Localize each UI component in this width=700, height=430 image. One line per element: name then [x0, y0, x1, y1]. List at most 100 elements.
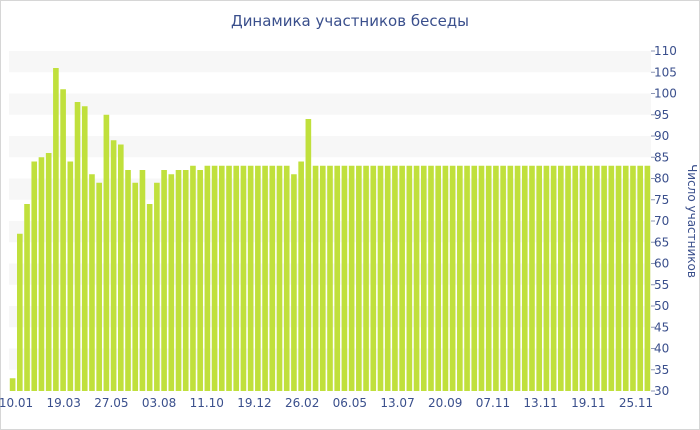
- x-tick-label: 27.05: [94, 396, 128, 410]
- x-tick-label: 19.11: [571, 396, 605, 410]
- bar: [514, 165, 521, 391]
- bar: [543, 165, 550, 391]
- y-tick-label: 30: [654, 384, 669, 398]
- bar: [399, 165, 405, 391]
- bar: [442, 165, 449, 391]
- bar: [45, 153, 52, 391]
- y-tick-label: 60: [654, 257, 669, 271]
- bar: [615, 165, 622, 391]
- bar: [406, 165, 413, 391]
- y-tick-label: 110: [654, 44, 677, 58]
- bar: [493, 165, 499, 391]
- bar: [154, 182, 160, 391]
- bar: [500, 165, 506, 391]
- y-tick-label: 50: [654, 299, 669, 313]
- bar: [428, 165, 434, 391]
- grid-band: [9, 51, 651, 73]
- bar: [276, 165, 283, 391]
- bar: [146, 204, 153, 391]
- bar: [478, 165, 485, 391]
- bar: [233, 165, 240, 391]
- y-tick-label: 70: [654, 214, 669, 228]
- bar: [521, 165, 528, 391]
- bar: [67, 161, 74, 391]
- bar: [139, 170, 146, 391]
- bar: [247, 165, 254, 391]
- bar: [269, 165, 276, 391]
- bar: [190, 165, 196, 391]
- bar: [103, 114, 110, 391]
- bar: [17, 233, 23, 391]
- bar: [341, 165, 348, 391]
- y-axis-ticks: 30 35 40 45 50 55 60 65 70 75 80 85 90 95 100 105 110: [651, 44, 677, 398]
- bar: [211, 165, 218, 391]
- bar: [327, 165, 333, 391]
- bar: [298, 161, 304, 391]
- bar: [204, 165, 211, 391]
- bar: [291, 174, 297, 391]
- y-tick-label: 90: [654, 129, 669, 143]
- bar: [637, 165, 643, 391]
- y-tick-label: 55: [654, 278, 669, 292]
- y-tick-label: 85: [654, 150, 669, 164]
- bar: [24, 204, 30, 391]
- bar: [53, 68, 59, 391]
- y-tick-label: 100: [654, 87, 677, 101]
- bar: [392, 165, 398, 391]
- bar: [435, 165, 442, 391]
- bar: [9, 378, 16, 391]
- bar: [420, 165, 427, 391]
- bar: [348, 165, 355, 391]
- bar: [550, 165, 557, 391]
- bar: [175, 170, 182, 391]
- x-tick-label: 19.12: [237, 396, 271, 410]
- bar: [630, 165, 636, 391]
- grid-band: [9, 136, 651, 158]
- bar: [572, 165, 579, 391]
- x-tick-label: 20.09: [428, 396, 462, 410]
- bar: [305, 119, 312, 391]
- bar: [74, 102, 81, 391]
- x-tick-label: 06.05: [333, 396, 367, 410]
- bar: [579, 165, 586, 391]
- bar: [161, 170, 167, 391]
- x-tick-label: 11.10: [190, 396, 224, 410]
- y-tick-label: 40: [654, 342, 669, 356]
- bars: [9, 68, 651, 391]
- bar: [485, 165, 492, 391]
- bar: [334, 165, 341, 391]
- bar: [283, 165, 290, 391]
- x-axis-ticks: 10.01 19.03 27.05 03.08 11.10 19.12 26.02 06.05…: [0, 396, 653, 410]
- bar: [125, 170, 131, 391]
- bar: [226, 165, 232, 391]
- y-tick-label: 65: [654, 235, 669, 249]
- y-tick-label: 80: [654, 172, 669, 186]
- bar: [31, 161, 38, 391]
- y-tick-label: 95: [654, 108, 669, 122]
- y-tick-label: 35: [654, 363, 669, 377]
- bar: [319, 165, 326, 391]
- bar: [255, 165, 261, 391]
- bar: [168, 174, 175, 391]
- y-axis-label: Число участников: [685, 164, 699, 278]
- bar: [507, 165, 514, 391]
- bar: [240, 165, 247, 391]
- bar: [529, 165, 535, 391]
- x-tick-label: 10.01: [0, 396, 33, 410]
- bar: [218, 165, 225, 391]
- y-tick-label: 45: [654, 320, 669, 334]
- bar: [356, 165, 362, 391]
- bar: [38, 157, 45, 391]
- bar: [644, 165, 651, 391]
- bar: [413, 165, 420, 391]
- x-tick-label: 07.11: [476, 396, 510, 410]
- bar: [262, 165, 268, 391]
- bar: [132, 182, 139, 391]
- x-tick-label: 13.07: [380, 396, 414, 410]
- bar: [471, 165, 478, 391]
- bar: [457, 165, 463, 391]
- bar: [182, 170, 189, 391]
- chart-title: Динамика участников беседы: [230, 12, 470, 30]
- bar: [312, 165, 319, 391]
- grid-band: [9, 93, 651, 115]
